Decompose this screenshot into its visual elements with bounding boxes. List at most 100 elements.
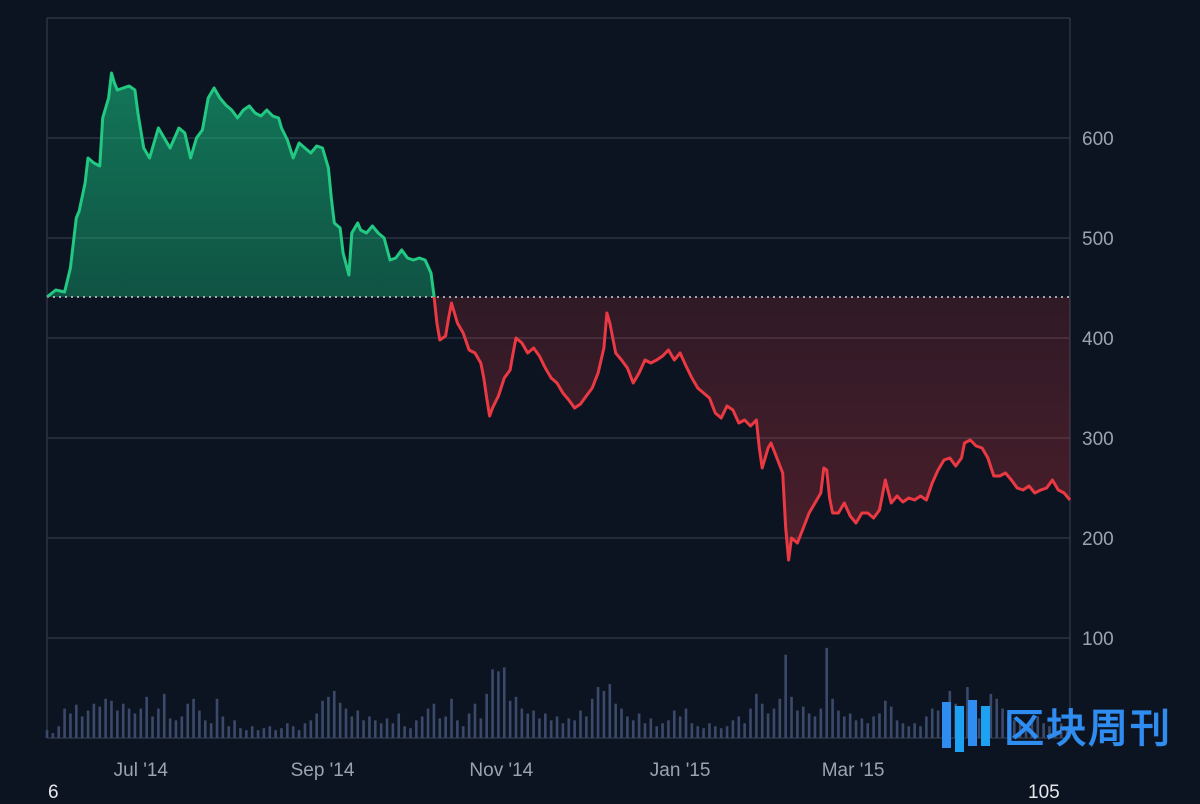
- volume-bar: [1036, 716, 1040, 738]
- x-tick-label: Jan '15: [650, 760, 711, 781]
- volume-bar: [760, 703, 764, 738]
- volume-bar: [655, 726, 658, 738]
- volume-bar: [1059, 723, 1063, 738]
- volume-bar: [104, 698, 107, 738]
- book-logo-icon: [942, 700, 990, 752]
- volume-bar: [379, 723, 383, 738]
- volume-bar: [133, 713, 137, 738]
- price-line: [46, 71, 1072, 562]
- volume-bar: [1048, 726, 1051, 738]
- volume-bar: [162, 693, 166, 738]
- volume-bar: [825, 647, 829, 738]
- volume-bar: [831, 698, 834, 738]
- volume-bar: [198, 710, 201, 738]
- volume-bar: [327, 696, 330, 738]
- x-tick-label: Nov '14: [469, 760, 533, 781]
- volume-bar: [508, 700, 512, 738]
- volume-bar: [461, 726, 465, 738]
- area-below-baseline: [47, 297, 1070, 560]
- volume-bar: [637, 713, 641, 738]
- volume-bar: [977, 718, 981, 738]
- y-tick-label-300: 300: [1082, 429, 1114, 450]
- volume-bar: [239, 728, 242, 738]
- volume-bar: [807, 713, 811, 738]
- volume-bar: [168, 718, 172, 738]
- volume-bar: [544, 713, 547, 738]
- volume-bar: [1018, 723, 1022, 738]
- volume-bar: [889, 706, 893, 738]
- volume-bar: [884, 700, 887, 738]
- volume-bar: [549, 720, 553, 738]
- volume-bar: [373, 720, 377, 738]
- volume-bar: [75, 704, 78, 738]
- volume-bar: [479, 718, 483, 738]
- volume-bar: [186, 703, 189, 738]
- volume-bar: [1013, 720, 1016, 738]
- volume-bar: [502, 667, 506, 738]
- volume-bar: [86, 710, 90, 738]
- volume-bar: [966, 687, 969, 738]
- volume-bar: [344, 708, 348, 738]
- volume-bar: [520, 708, 524, 738]
- volume-bar: [649, 718, 653, 738]
- volume-bar: [790, 696, 793, 738]
- volume-bar: [192, 698, 195, 738]
- volume-bar: [221, 716, 225, 738]
- volume-bar: [98, 706, 102, 738]
- volume-bar: [538, 718, 541, 738]
- axes: 100 200 300 400 500 600 Jul '14 Sep '14 Nov '14 J…: [114, 129, 1114, 781]
- y-tick-label-500: 500: [1082, 229, 1114, 250]
- volume-bar: [602, 690, 606, 738]
- bottom-right-label: 105: [1028, 782, 1060, 803]
- volume-bar: [532, 710, 535, 738]
- volume-bar: [743, 723, 746, 738]
- volume-bar: [409, 728, 412, 738]
- watermark: 区块周刊: [940, 696, 1172, 754]
- volume-bar: [456, 720, 459, 738]
- volume-bar: [157, 708, 160, 738]
- volume-bar: [725, 726, 729, 738]
- volume-bar: [415, 720, 418, 738]
- volume-bar: [203, 720, 207, 738]
- volume-bar: [796, 710, 799, 738]
- volume-bar: [631, 720, 635, 738]
- volume-bar: [772, 708, 776, 738]
- volume-bar: [995, 698, 999, 738]
- volume-bar: [989, 693, 993, 738]
- volume-bar: [585, 716, 588, 738]
- volume-bar: [1054, 720, 1057, 738]
- volume-bar: [913, 723, 916, 738]
- volume-bar: [672, 710, 676, 738]
- volume-bar: [714, 726, 717, 738]
- volume-bar: [801, 706, 805, 738]
- volume-bars: [45, 647, 1069, 738]
- volume-bar: [590, 698, 594, 738]
- volume-bar: [250, 726, 254, 738]
- volume-bar: [643, 723, 647, 738]
- volume-bar: [432, 703, 436, 738]
- volume-bar: [139, 708, 143, 738]
- volume-bar: [684, 708, 688, 738]
- volume-bar: [92, 703, 96, 738]
- volume-bar: [391, 723, 395, 738]
- x-tick-label: Sep '14: [291, 760, 355, 781]
- volume-bar: [567, 718, 571, 738]
- volume-bar: [145, 696, 148, 738]
- volume-bar: [866, 723, 870, 738]
- volume-bar: [778, 698, 782, 738]
- volume-bar: [274, 730, 277, 738]
- volume-bar: [356, 710, 360, 738]
- volume-bar: [719, 728, 723, 738]
- volume-bar: [444, 716, 447, 738]
- volume-bar: [848, 713, 852, 738]
- volume-bar: [702, 728, 705, 738]
- volume-bar: [491, 669, 494, 738]
- volume-bar: [837, 710, 840, 738]
- volume-bar: [731, 720, 735, 738]
- volume-bar: [497, 671, 500, 738]
- volume-bar: [80, 716, 84, 738]
- volume-bar: [297, 730, 301, 738]
- volume-bar: [526, 713, 530, 738]
- volume-bar: [696, 726, 700, 738]
